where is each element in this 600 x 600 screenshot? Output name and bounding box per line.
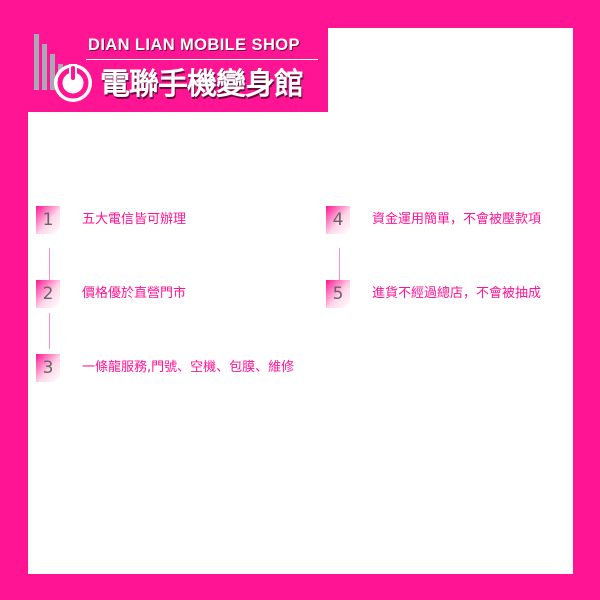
badge-shape [36,354,60,382]
feature-number-badge: 5 [326,280,350,308]
feature-text: 資金運用簡單，不會被壓款項 [372,212,542,227]
badge-shape [36,206,60,234]
brand-chinese-name: 電聯手機變身館 [100,67,304,102]
badge-shape [326,206,350,234]
feature-number-badge: 3 [36,354,60,382]
feature-number-badge: 2 [36,280,60,308]
shop-header: DIAN LIAN MOBILE SHOP 電聯手機變身館 [28,28,328,112]
feature-text: 價格優於直營門市 [82,286,187,301]
feature-text: 一條龍服務,門號、空機、包膜、維修 [82,360,295,375]
feature-number: 5 [332,284,344,304]
connector-4-5 [339,248,340,284]
feature-number: 1 [42,210,54,230]
feature-number: 4 [332,210,344,230]
feature-number: 2 [42,284,54,304]
feature-number-badge: 4 [326,206,350,234]
badge-shape [326,280,350,308]
badge-shape [36,280,60,308]
feature-number-badge: 1 [36,206,60,234]
content-panel: DIAN LIAN MOBILE SHOP 電聯手機變身館 [28,28,573,574]
connector-2-3 [49,313,50,349]
feature-number: 3 [42,358,54,378]
feature-text: 進貨不經過總店，不會被抽成 [372,286,542,301]
connector-1-2 [49,248,50,284]
brand-divider [86,59,318,60]
feature-text: 五大電信皆可辦理 [82,212,187,227]
power-s-logo-icon [54,64,92,102]
brand-english-name: DIAN LIAN MOBILE SHOP [88,36,300,54]
